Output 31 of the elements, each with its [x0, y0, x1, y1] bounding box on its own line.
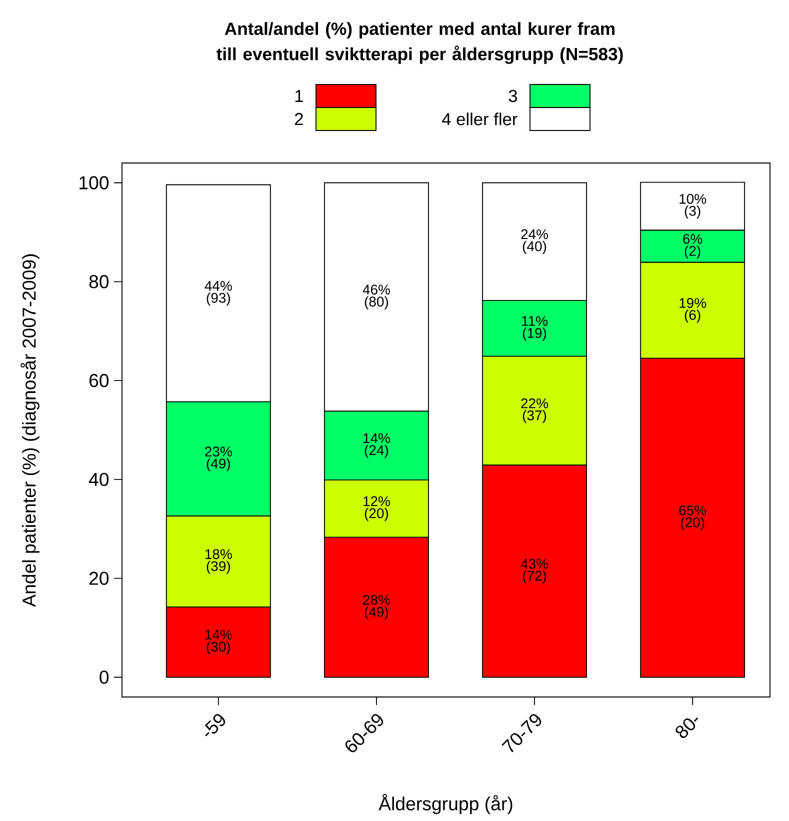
- y-tick-label: 40: [88, 472, 109, 486]
- data-label: 14% (30): [205, 630, 232, 654]
- chart-title: Antal/andel (%) patienter med antal kurer fram till eventuell sviktterapi per åldersgrupp (N=583): [216, 22, 623, 64]
- data-label: 14% (24): [364, 433, 390, 458]
- x-tick-label: 80-: [676, 717, 698, 738]
- data-label: 18% (39): [205, 549, 232, 574]
- data-label: 12% (20): [364, 496, 390, 521]
- y-tick-label: 100: [80, 176, 109, 190]
- data-label: 44% (93): [204, 280, 232, 306]
- legend-label: 4 eller fler: [442, 112, 518, 126]
- data-label: 22% (37): [521, 398, 548, 424]
- y-axis-title: Andel patienter (%) (diagnosår 2007-2009): [20, 254, 40, 607]
- legend-label: 2: [294, 112, 303, 126]
- data-label: 43% (72): [520, 558, 548, 584]
- y-tick-label: 0: [100, 670, 109, 684]
- legend-label: 1: [295, 90, 303, 102]
- data-label: 10% (3): [680, 194, 706, 219]
- data-label: 6% (2): [683, 234, 702, 259]
- data-label: 23% (49): [205, 446, 232, 472]
- x-tick-label: -59: [204, 714, 226, 736]
- data-label: 24% (40): [521, 229, 548, 254]
- x-axis-title: Åldersgrupp (år): [378, 794, 512, 814]
- data-label: 65% (20): [679, 505, 706, 530]
- y-tick-label: 20: [89, 572, 109, 585]
- data-label: 46% (80): [362, 284, 390, 310]
- data-label: 28% (49): [363, 594, 390, 620]
- legend-label: 3: [508, 90, 517, 102]
- data-label: 11% (19): [522, 316, 548, 341]
- data-label: 19% (6): [680, 298, 706, 323]
- y-tick-label: 60: [89, 374, 109, 388]
- y-tick-label: 80: [89, 275, 109, 288]
